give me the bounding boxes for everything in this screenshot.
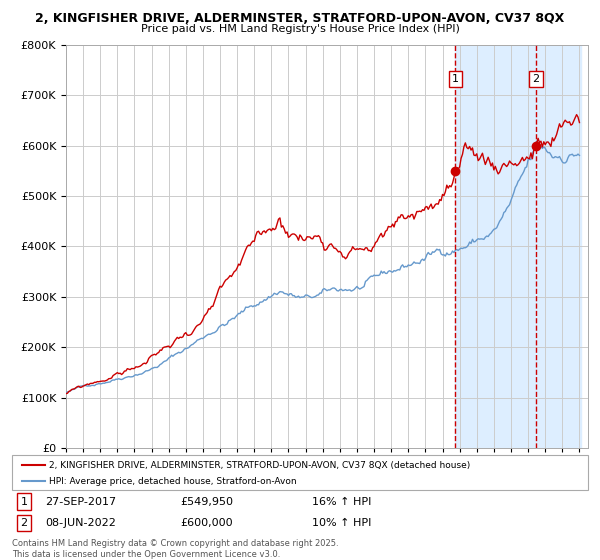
Text: HPI: Average price, detached house, Stratford-on-Avon: HPI: Average price, detached house, Stra… <box>49 477 297 486</box>
Text: 2: 2 <box>532 74 539 84</box>
Text: £600,000: £600,000 <box>180 518 233 528</box>
Text: 1: 1 <box>20 497 28 507</box>
Text: 27-SEP-2017: 27-SEP-2017 <box>45 497 116 507</box>
Bar <box>455 45 581 448</box>
Text: 1: 1 <box>452 74 459 84</box>
Text: Price paid vs. HM Land Registry's House Price Index (HPI): Price paid vs. HM Land Registry's House … <box>140 24 460 34</box>
Text: £549,950: £549,950 <box>180 497 233 507</box>
Text: 2, KINGFISHER DRIVE, ALDERMINSTER, STRATFORD-UPON-AVON, CV37 8QX (detached house: 2, KINGFISHER DRIVE, ALDERMINSTER, STRAT… <box>49 460 470 469</box>
Text: Contains HM Land Registry data © Crown copyright and database right 2025.
This d: Contains HM Land Registry data © Crown c… <box>12 539 338 559</box>
Text: 08-JUN-2022: 08-JUN-2022 <box>45 518 116 528</box>
Text: 2, KINGFISHER DRIVE, ALDERMINSTER, STRATFORD-UPON-AVON, CV37 8QX: 2, KINGFISHER DRIVE, ALDERMINSTER, STRAT… <box>35 12 565 25</box>
FancyBboxPatch shape <box>12 455 588 490</box>
Text: 10% ↑ HPI: 10% ↑ HPI <box>312 518 371 528</box>
Text: 16% ↑ HPI: 16% ↑ HPI <box>312 497 371 507</box>
Text: 2: 2 <box>20 518 28 528</box>
